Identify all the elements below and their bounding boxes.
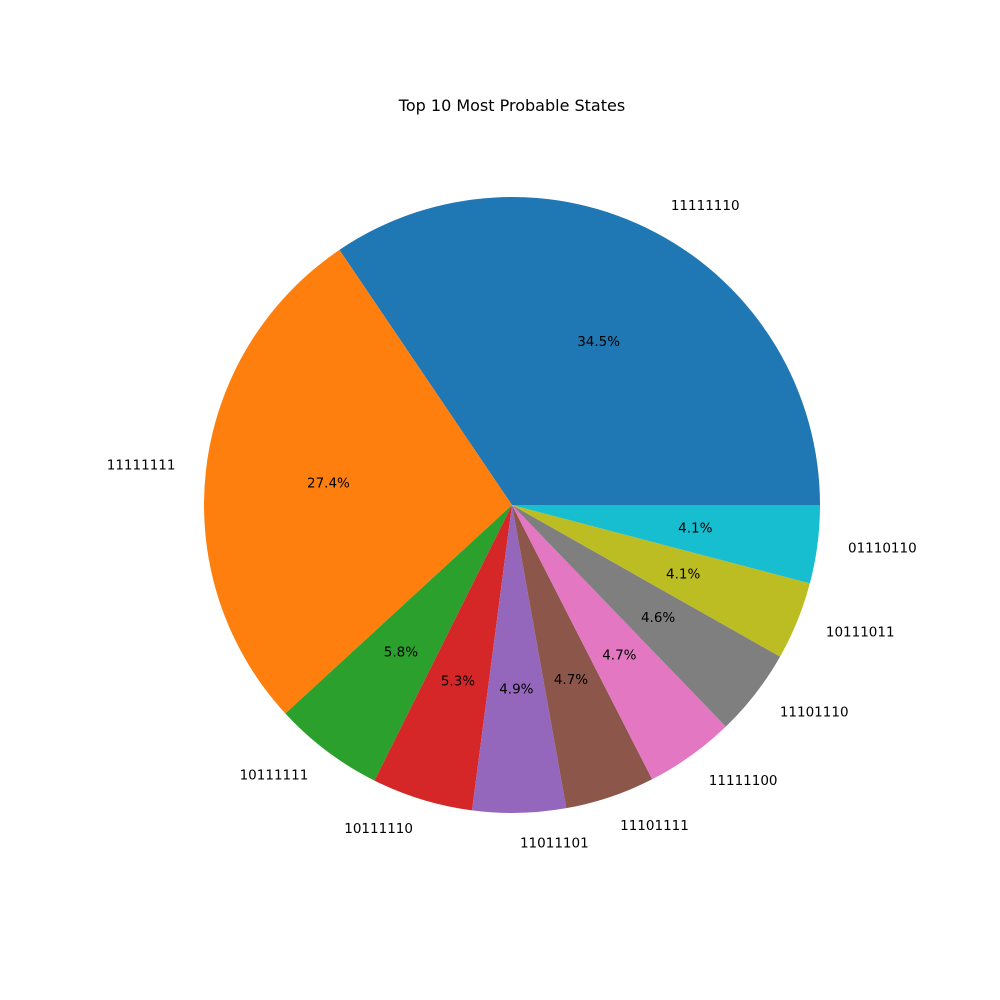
- state-labels: 11111110 11111111 10111111 10111110 11011101…: [107, 198, 917, 852]
- slice-state-label: 10111110: [344, 821, 413, 837]
- slice-percent-label: 4.7%: [602, 647, 636, 663]
- slice-percent-label: 5.3%: [441, 674, 475, 690]
- slice-state-label: 11101110: [780, 704, 849, 720]
- pie-slice-10111111: [285, 505, 512, 781]
- pie-slice-11111110: [339, 197, 820, 505]
- slice-state-label: 11111111: [107, 458, 176, 474]
- slice-percent-label: 4.1%: [678, 521, 712, 537]
- slice-state-label: 11011101: [520, 836, 589, 852]
- slice-state-label: 01110110: [848, 540, 917, 556]
- slice-state-label: 10111111: [240, 768, 309, 784]
- pie-slice-01110110: [512, 505, 821, 584]
- slice-percent-label: 4.7%: [554, 672, 588, 688]
- pie-slice-11011101: [471, 505, 567, 813]
- slice-state-label: 11101111: [620, 818, 689, 834]
- pie-slice-11111111: [204, 249, 512, 714]
- slice-percent-label: 27.4%: [307, 476, 350, 492]
- percentage-labels: 34.5% 27.4% 5.8% 5.3% 4.9% 4.7% 4.7% 4.6% 4.1% 4.…: [307, 334, 713, 698]
- pie-slice-10111110: [374, 505, 512, 811]
- slice-percent-label: 4.1%: [666, 567, 700, 583]
- slice-percent-label: 5.8%: [384, 645, 418, 661]
- pie-slice-11111100: [512, 505, 726, 780]
- slice-percent-label: 34.5%: [577, 334, 620, 350]
- slice-state-label: 11111110: [671, 198, 740, 214]
- pie-slice-11101111: [512, 505, 653, 809]
- slice-state-label: 11111100: [709, 773, 778, 789]
- pie-slice-11101110: [512, 505, 781, 727]
- pie-slices: [204, 197, 821, 813]
- chart-title: Top 10 Most Probable States: [398, 96, 625, 115]
- slice-state-label: 10111011: [826, 625, 895, 641]
- pie-slice-10111011: [512, 505, 810, 657]
- slice-percent-label: 4.6%: [641, 610, 675, 626]
- slice-percent-label: 4.9%: [499, 682, 533, 698]
